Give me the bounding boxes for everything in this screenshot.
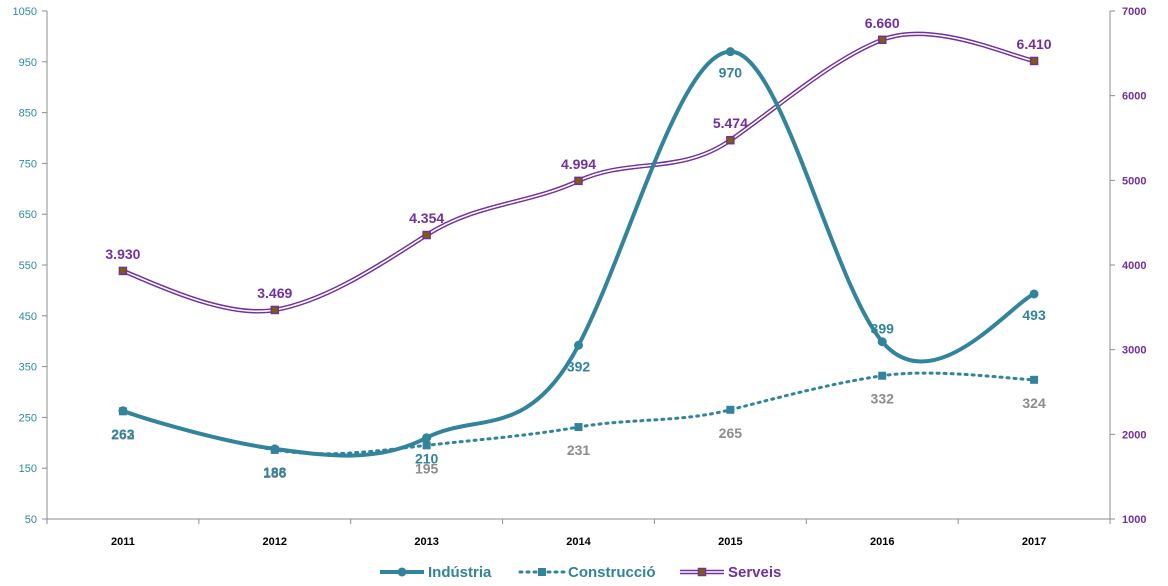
y-right-tick-label: 4000 [1122,260,1146,272]
y-left-tick-label: 450 [19,311,37,323]
data-label-industria: 392 [567,358,591,374]
point-industria [725,47,735,57]
legend-marker-construccio [538,568,546,576]
x-tick-label: 2015 [718,536,742,548]
y-left-tick-label: 950 [19,57,37,69]
legend: Indústria Construcció Serveis [380,564,781,581]
point-serveis [270,305,280,315]
point-construccio [726,405,735,414]
y-left-tick-label: 550 [19,260,37,272]
point-serveis [877,35,887,45]
y-left-tick-label: 350 [19,362,37,374]
y-right-tick-label: 5000 [1122,175,1146,187]
y-left-tick-label: 250 [19,412,37,424]
point-serveis [574,176,583,186]
y-left-tick-label: 750 [19,158,37,170]
y-right-tick-label: 7000 [1122,6,1146,18]
point-industria [877,337,887,347]
point-construccio [878,371,887,380]
data-label-serveis: 6.660 [865,15,900,31]
data-label-construccio: 332 [871,391,895,407]
y-left-tick-label: 650 [19,209,37,221]
legend-marker-industria [397,567,407,577]
x-tick-label: 2014 [566,536,591,548]
x-tick-label: 2017 [1022,536,1046,548]
data-label-industria: 493 [1022,307,1046,323]
legend-label-construccio: Construcció [568,564,656,581]
point-serveis [726,135,735,145]
point-construccio [574,423,583,432]
legend-marker-serveis [697,567,707,577]
data-labels: 3.930 3.469 4.354 4.994 5.474 6.660 6.410 262 18… [105,15,1051,481]
data-label-construccio: 195 [415,460,439,476]
point-industria [118,406,128,416]
point-industria [422,433,432,443]
x-tick-label: 2011 [111,536,135,548]
legend-label-serveis: Serveis [728,564,781,581]
data-label-serveis: 5.474 [713,115,748,131]
data-label-construccio: 262 [111,426,135,442]
data-label-serveis: 4.354 [409,210,444,226]
point-serveis [422,230,431,240]
data-label-serveis: 4.994 [561,156,596,172]
data-label-serveis: 3.930 [105,246,140,262]
y-left-tick-label: 850 [19,108,37,120]
data-label-construccio: 231 [567,442,591,458]
series-line-serveis-inner [122,33,1035,313]
data-label-industria: 263 [111,426,135,442]
data-label-industria: 399 [871,321,895,337]
data-label-construccio: 265 [719,425,743,441]
y-right-tick-label: 1000 [1122,514,1146,526]
point-construccio [1030,375,1039,384]
point-serveis [118,266,128,276]
y-left-tick-label: 50 [25,514,37,526]
data-label-industria: 970 [719,65,743,81]
point-industria [270,444,280,454]
y-left-tick-label: 1050 [13,6,37,18]
y-right-tick-label: 2000 [1122,429,1146,441]
data-label-construccio: 324 [1022,395,1046,411]
series-line-industria [122,49,1036,458]
point-industria [1029,289,1039,299]
data-label-serveis: 3.469 [257,285,292,301]
data-label-construccio: 186 [263,465,287,481]
y-right-tick-label: 6000 [1122,91,1146,103]
point-serveis [1029,56,1039,66]
axes: 50 150 250 350 450 550 650 750 850 950 1050 1000 200… [13,6,1147,548]
legend-label-industria: Indústria [428,564,492,581]
y-right-tick-label: 3000 [1122,345,1146,357]
data-label-industria: 188 [263,464,287,480]
point-industria [574,340,583,350]
point-construccio [422,441,431,450]
y-left-tick-label: 150 [19,463,37,475]
data-label-industria: 210 [415,451,439,467]
x-tick-label: 2012 [263,536,287,548]
series-line-serveis [122,31,1035,314]
x-tick-label: 2016 [870,536,894,548]
data-label-serveis: 6.410 [1017,36,1052,52]
series-layer [118,31,1039,458]
x-tick-label: 2013 [414,536,438,548]
